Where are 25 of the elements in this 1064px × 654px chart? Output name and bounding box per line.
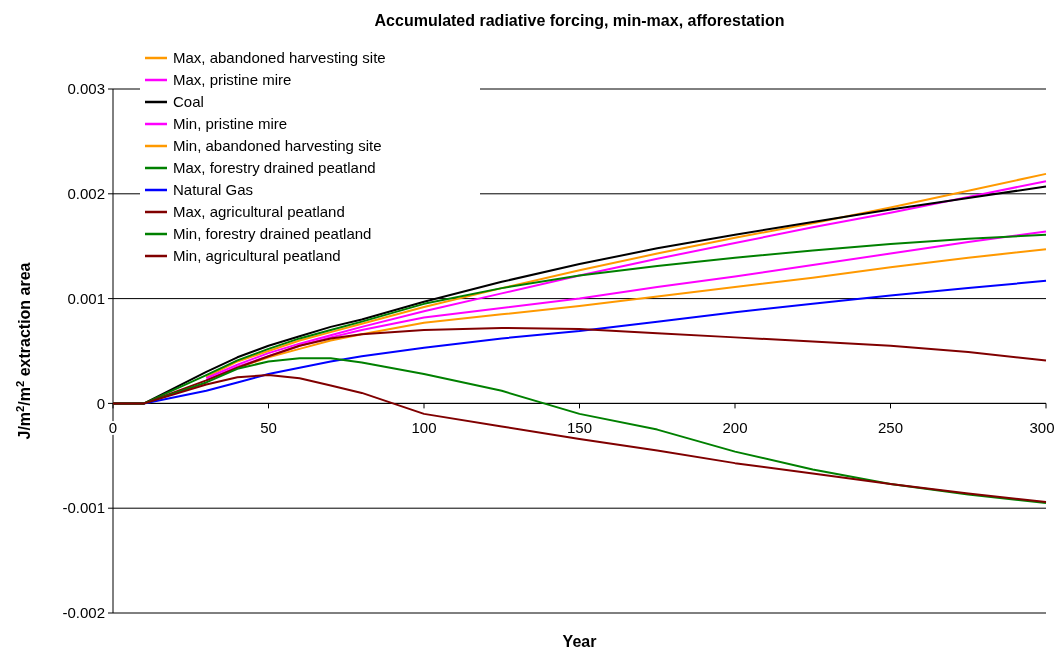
y-tick-label: 0.003	[67, 80, 105, 98]
y-tick-label: -0.002	[62, 604, 105, 622]
legend-label: Coal	[173, 93, 204, 111]
x-axis-title: Year	[562, 633, 597, 650]
chart-title: Accumulated radiative forcing, min-max, afforestation	[374, 12, 785, 29]
legend-label: Max, abandoned harvesting site	[173, 49, 386, 67]
x-tick-label: 50	[260, 419, 277, 437]
legend-label: Max, agricultural peatland	[173, 203, 345, 221]
y-tick-label: 0.001	[67, 289, 105, 307]
legend-label: Min, pristine mire	[173, 115, 288, 133]
x-tick-label: 0	[108, 419, 118, 437]
x-tick-label: 250	[877, 419, 904, 437]
x-tick-label: 150	[566, 419, 593, 437]
legend-label: Min, abandoned harvesting site	[173, 137, 382, 155]
y-tick-label: 0.002	[67, 185, 105, 203]
x-tick-label: 300	[1029, 419, 1055, 437]
legend-label: Max, forestry drained peatland	[173, 159, 376, 177]
x-tick-label: 200	[722, 419, 748, 437]
x-tick-label: 100	[411, 419, 437, 437]
legend-label: Max, pristine mire	[173, 71, 292, 89]
y-tick-label: 0	[96, 394, 105, 412]
legend-label: Min, forestry drained peatland	[173, 225, 372, 243]
legend-label: Min, agricultural peatland	[173, 247, 341, 265]
legend-label: Natural Gas	[173, 181, 254, 199]
y-tick-label: -0.001	[62, 499, 105, 517]
